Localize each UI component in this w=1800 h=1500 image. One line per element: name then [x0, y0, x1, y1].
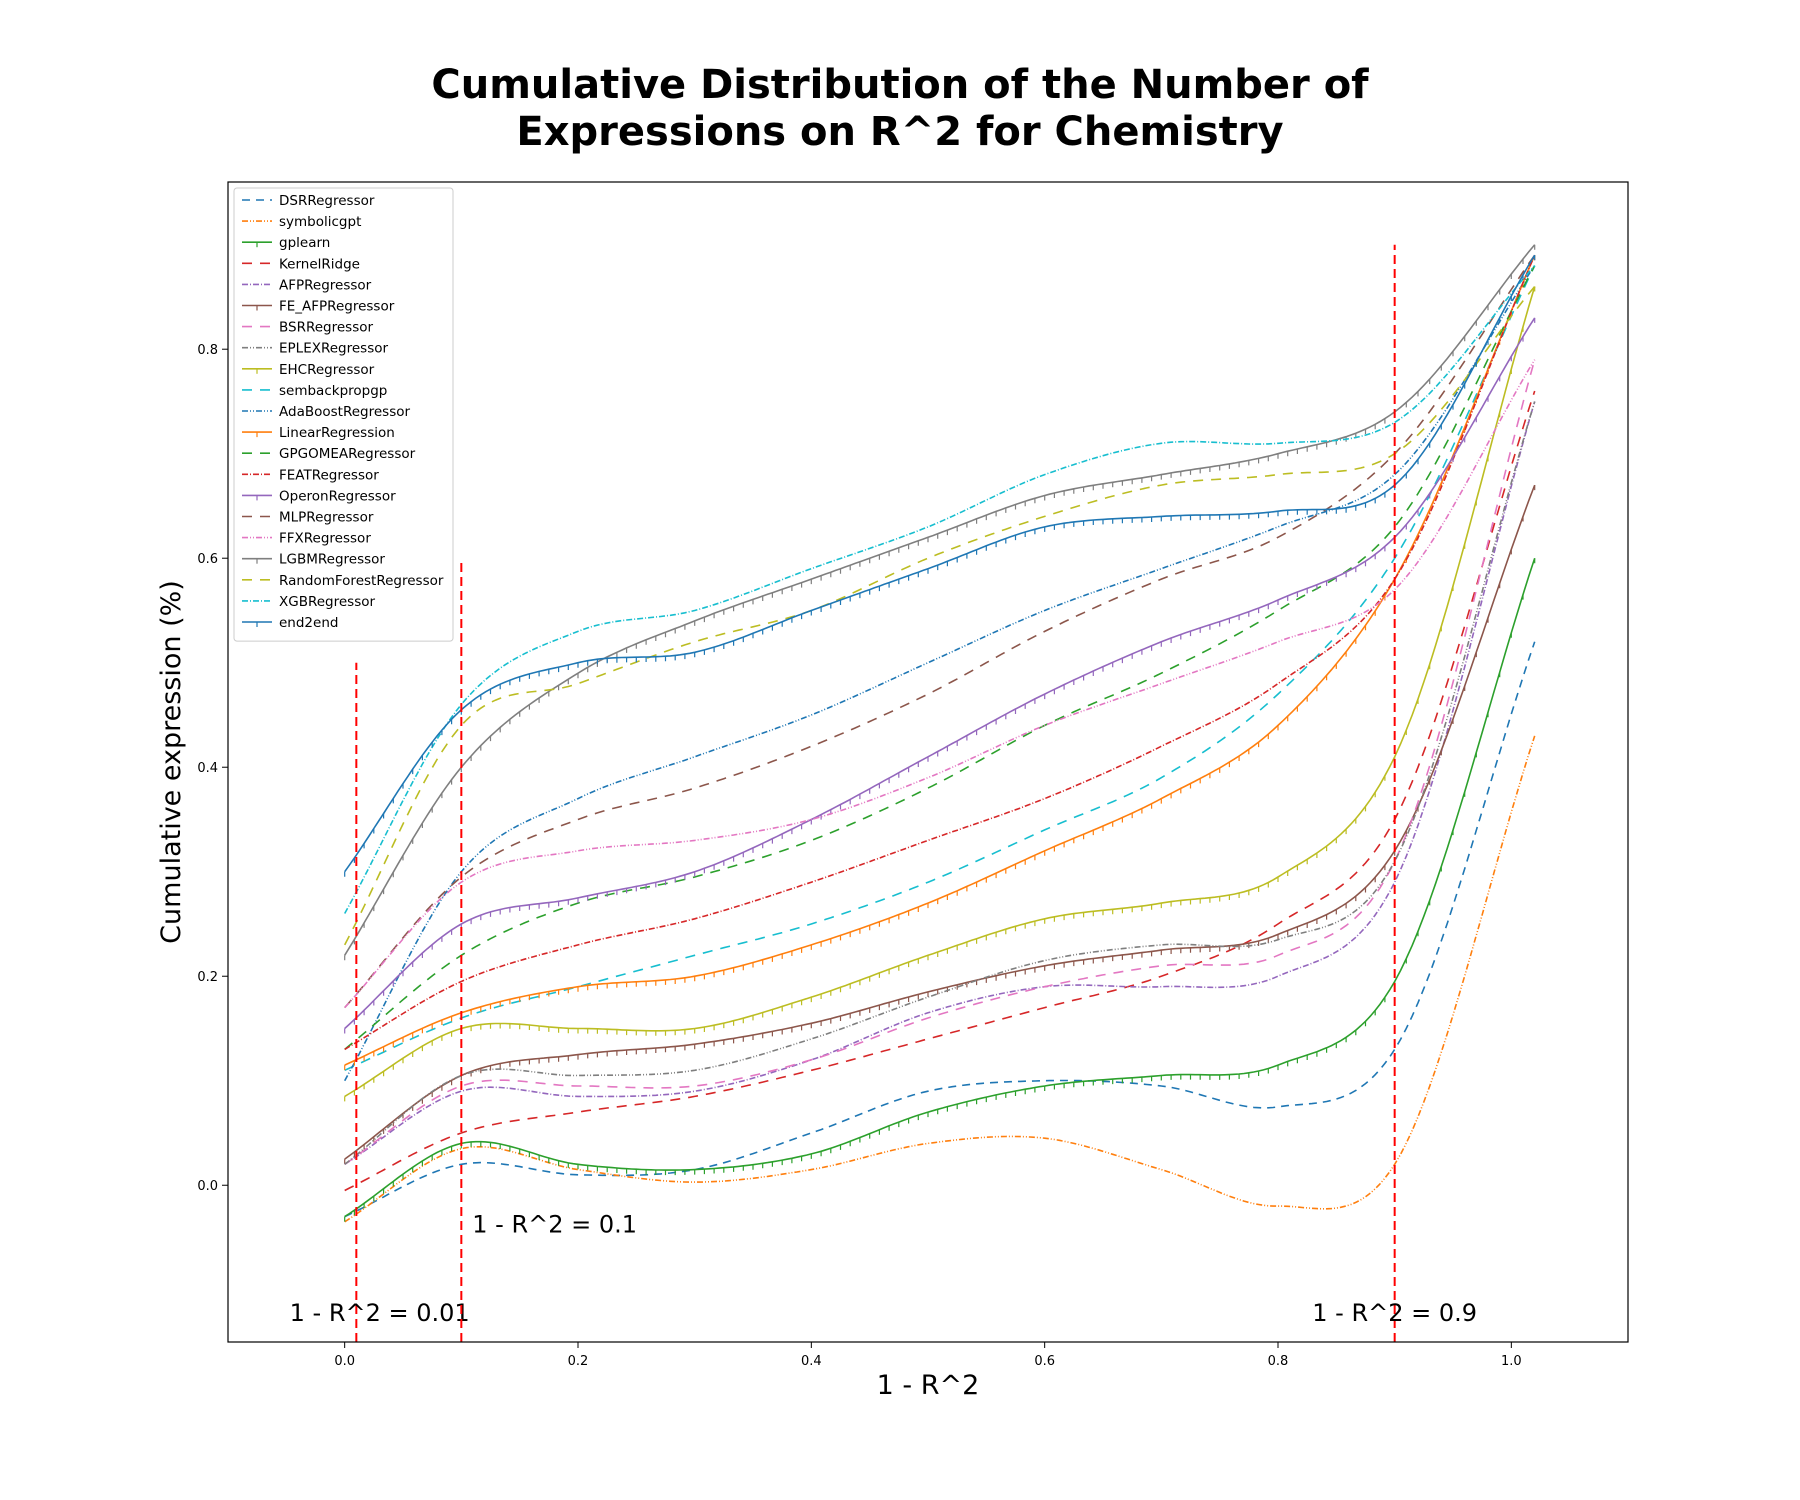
series-line-AdaBoostRegressor: [343, 265, 1536, 1082]
series-markers-OperonRegressor: [344, 317, 1536, 1034]
x-tick-label-4: 0.8: [1268, 1354, 1289, 1369]
series-line-AFPRegressor: [344, 401, 1536, 1165]
series-group: [343, 244, 1536, 1223]
y-tick-label-0: 0.0: [197, 1179, 218, 1194]
legend-label-LGBMRegressor: LGBMRegressor: [279, 552, 385, 568]
legend-label-MLPRegressor: MLPRegressor: [279, 510, 374, 526]
reference-label-2: 1 - R^2 = 0.9: [1312, 1299, 1477, 1327]
reference-lines-group: 1 - R^2 = 0.01 1 - R^2 = 0.1 1 - R^2 = 0.9: [290, 244, 1477, 1342]
x-tick-label-5: 1.0: [1501, 1354, 1522, 1369]
reference-label-0: 1 - R^2 = 0.01: [290, 1299, 470, 1327]
x-tick-label-0: 0.0: [334, 1354, 355, 1369]
legend-label-gplearn: gplearn: [279, 235, 330, 251]
series-line-XGBRegressor: [343, 265, 1536, 914]
legend-label-LinearRegression: LinearRegression: [279, 425, 395, 441]
legend-label-end2end: end2end: [279, 615, 338, 631]
legend-box: [233, 187, 454, 642]
legend-label-symbolicgpt: symbolicgpt: [279, 214, 361, 230]
y-tick-label-3: 0.6: [197, 552, 218, 567]
series-line-EHCRegressor: [344, 286, 1536, 1098]
legend-label-FEATRegressor: FEATRegressor: [279, 467, 379, 483]
x-tick-label-1: 0.2: [568, 1354, 589, 1369]
legend-label-FFXRegressor: FFXRegressor: [279, 531, 371, 547]
legend-label-OperonRegressor: OperonRegressor: [279, 488, 396, 504]
x-tick-label-3: 0.6: [1034, 1354, 1055, 1369]
series-markers-FE_AFPRegressor: [344, 485, 1536, 1165]
legend-label-KernelRidge: KernelRidge: [279, 256, 360, 272]
series-line-LinearRegression: [344, 254, 1536, 1066]
series-line-FEATRegressor: [344, 254, 1536, 1051]
legend-label-GPGOMEARegressor: GPGOMEARegressor: [279, 446, 416, 462]
series-line-LGBMRegressor: [344, 244, 1536, 956]
chart-title-line-2: Expressions on R^2 for Chemistry: [516, 109, 1284, 155]
legend-label-DSRRegressor: DSRRegressor: [279, 193, 375, 209]
y-axis-label: Cumulative expression (%): [156, 580, 187, 944]
legend-label-AdaBoostRegressor: AdaBoostRegressor: [279, 404, 410, 420]
series-line-end2end: [344, 254, 1536, 873]
legend-label-BSRRegressor: BSRRegressor: [279, 320, 374, 336]
series-line-RandomForestRegressor: [343, 285, 1536, 946]
series-line-OperonRegressor: [344, 317, 1536, 1030]
legend-label-sembackpropgp: sembackpropgp: [279, 383, 387, 399]
chart-title: Cumulative Distribution of the Number of…: [0, 62, 1800, 156]
legend-label-RandomForestRegressor: RandomForestRegressor: [279, 573, 444, 589]
series-markers-LGBMRegressor: [344, 244, 1536, 961]
series-line-KernelRidge: [344, 390, 1536, 1192]
series-line-BSRRegressor: [344, 359, 1536, 1165]
x-axis-label: 1 - R^2: [877, 1370, 980, 1401]
reference-label-1: 1 - R^2 = 0.1: [472, 1210, 637, 1238]
x-axis-ticks: 0.0 0.2 0.4 0.6 0.8 1.0: [334, 1342, 1522, 1369]
series-line-symbolicgpt: [344, 735, 1536, 1223]
series-markers-end2end: [344, 255, 1536, 877]
legend-label-EPLEXRegressor: EPLEXRegressor: [279, 341, 389, 357]
series-line-DSRRegressor: [344, 641, 1536, 1218]
series-line-sembackpropgp: [344, 265, 1536, 1072]
chart-title-line-1: Cumulative Distribution of the Number of: [431, 62, 1369, 108]
x-tick-label-2: 0.4: [801, 1354, 822, 1369]
legend-label-EHCRegressor: EHCRegressor: [279, 362, 375, 378]
series-markers-LinearRegression: [344, 255, 1536, 1071]
y-axis-ticks: 0.0 0.2 0.4 0.6 0.8: [197, 343, 228, 1194]
y-tick-label-2: 0.4: [197, 761, 218, 776]
legend-label-AFPRegressor: AFPRegressor: [279, 277, 372, 293]
series-line-EPLEXRegressor: [344, 401, 1536, 1165]
series-markers-gplearn: [344, 558, 1536, 1222]
legend-label-FE_AFPRegressor: FE_AFPRegressor: [279, 299, 395, 315]
plot-frame: [227, 181, 1629, 1343]
series-markers-EHCRegressor: [344, 286, 1536, 1102]
legend-label-XGBRegressor: XGBRegressor: [279, 594, 376, 610]
y-tick-label-1: 0.2: [197, 970, 218, 985]
legend: DSRRegressor symbolicgpt gplearn KernelRidg…: [233, 187, 454, 642]
series-line-FFXRegressor: [344, 359, 1536, 1009]
y-tick-label-4: 0.8: [197, 343, 218, 358]
